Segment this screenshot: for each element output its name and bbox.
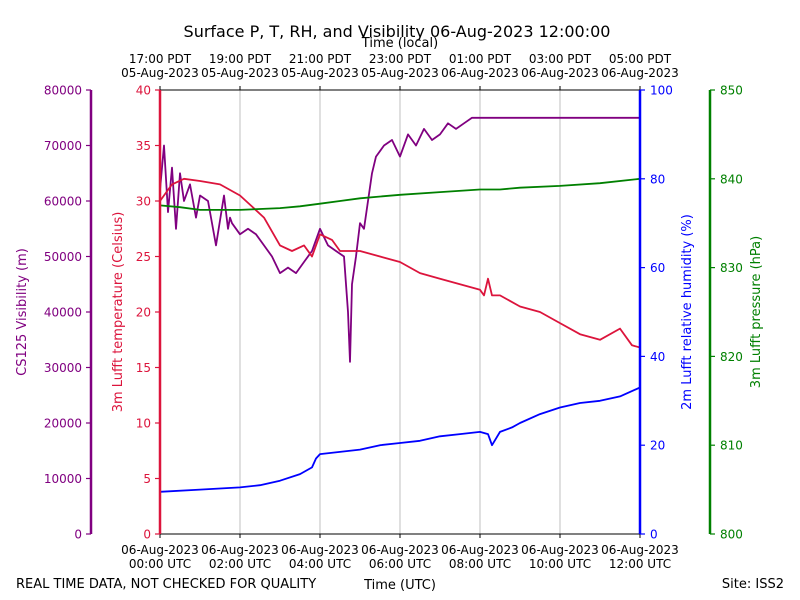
top-tick-date: 05-Aug-2023 xyxy=(201,66,279,80)
top-tick-label: 21:00 PDT xyxy=(289,52,352,66)
top-tick-date: 05-Aug-2023 xyxy=(361,66,439,80)
top-tick-date: 06-Aug-2023 xyxy=(601,66,679,80)
y-tick-label: 0 xyxy=(143,528,151,542)
y-tick-label: 40000 xyxy=(44,306,82,320)
y-tick-label: 35 xyxy=(136,139,151,153)
bottom-tick-date: 06-Aug-2023 xyxy=(201,543,279,557)
top-tick-label: 19:00 PDT xyxy=(209,52,272,66)
top-tick-date: 06-Aug-2023 xyxy=(441,66,519,80)
series-line-vis xyxy=(159,116,640,363)
bottom-tick-date: 06-Aug-2023 xyxy=(281,543,359,557)
series-lines xyxy=(159,116,641,493)
y-tick-label: 70000 xyxy=(44,139,82,153)
y-axis-label: 3m Lufft temperature (Celsius) xyxy=(111,212,126,413)
top-tick-label: 01:00 PDT xyxy=(449,52,512,66)
footer-warning: REAL TIME DATA, NOT CHECKED FOR QUALITY xyxy=(16,577,316,592)
y-tick-label: 20 xyxy=(650,439,665,453)
y-axis-temp: 0 5 10 15 20 25 30 35 40 3m Lufft temperature (Ce… xyxy=(111,84,162,542)
bottom-tick-date: 06-Aug-2023 xyxy=(601,543,679,557)
y-tick-label: 40 xyxy=(136,84,151,98)
y-tick-label: 80000 xyxy=(44,84,82,98)
bottom-tick-date: 06-Aug-2023 xyxy=(121,543,199,557)
bottom-tick-label: 00:00 UTC xyxy=(129,557,191,571)
y-tick-label: 25 xyxy=(136,250,151,264)
y-tick-label: 60000 xyxy=(44,195,82,209)
bottom-tick-date: 06-Aug-2023 xyxy=(361,543,439,557)
bottom-tick-label: 08:00 UTC xyxy=(449,557,511,571)
y-tick-label: 0 xyxy=(650,528,658,542)
y-tick-label: 830 xyxy=(720,261,743,275)
y-tick-label: 60 xyxy=(650,261,665,275)
y-tick-label: 5 xyxy=(143,472,151,486)
y-tick-label: 800 xyxy=(720,528,743,542)
series-line-pres xyxy=(159,177,641,211)
footer-site: Site: ISS2 xyxy=(722,577,784,592)
y-axis-label: 3m Lufft pressure (hPa) xyxy=(749,236,764,388)
y-tick-label: 850 xyxy=(720,84,743,98)
y-tick-label: 30000 xyxy=(44,361,82,375)
y-tick-label: 810 xyxy=(720,439,743,453)
y-tick-label: 0 xyxy=(74,528,82,542)
bottom-tick-label: 02:00 UTC xyxy=(209,557,271,571)
y-tick-label: 10 xyxy=(136,417,151,431)
y-tick-label: 30 xyxy=(136,195,151,209)
y-tick-label: 15 xyxy=(136,361,151,375)
y-axis-label: CS125 Visibility (m) xyxy=(15,248,30,376)
y-tick-label: 20 xyxy=(136,306,151,320)
top-tick-date: 05-Aug-2023 xyxy=(121,66,199,80)
series-line-temp xyxy=(159,177,641,349)
top-tick-label: 17:00 PDT xyxy=(129,52,192,66)
y-tick-label: 840 xyxy=(720,172,743,186)
bottom-tick-date: 06-Aug-2023 xyxy=(521,543,599,557)
top-axis-label: Time (local) xyxy=(361,36,438,51)
top-tick-label: 23:00 PDT xyxy=(369,52,432,66)
y-tick-label: 20000 xyxy=(44,417,82,431)
bottom-tick-label: 10:00 UTC xyxy=(529,557,591,571)
series-line-rh xyxy=(159,386,641,493)
y-axes: 0100002000030000400005000060000700008000… xyxy=(15,84,764,542)
y-axis-pres: 800 810 820 830 840 850 3m Lufft pressure (hPa… xyxy=(708,84,764,542)
y-tick-label: 80 xyxy=(650,172,665,186)
bottom-tick-label: 12:00 UTC xyxy=(609,557,671,571)
x-axis-label: Time (UTC) xyxy=(363,578,436,593)
chart-title: Surface P, T, RH, and Visibility 06-Aug-… xyxy=(184,22,611,41)
y-tick-label: 820 xyxy=(720,350,743,364)
top-tick-label: 03:00 PDT xyxy=(529,52,592,66)
top-tick-label: 05:00 PDT xyxy=(609,52,672,66)
y-axis-rh: 0 20 40 60 80 100 2m Lufft relative humidity (… xyxy=(638,84,695,542)
y-tick-label: 50000 xyxy=(44,250,82,264)
bottom-tick-label: 04:00 UTC xyxy=(289,557,351,571)
y-tick-label: 100 xyxy=(650,84,673,98)
y-axis-label: 2m Lufft relative humidity (%) xyxy=(680,214,695,410)
y-tick-label: 10000 xyxy=(44,472,82,486)
top-tick-date: 06-Aug-2023 xyxy=(521,66,599,80)
bottom-tick-date: 06-Aug-2023 xyxy=(441,543,519,557)
y-tick-label: 40 xyxy=(650,350,665,364)
bottom-tick-label: 06:00 UTC xyxy=(369,557,431,571)
y-axis-vis: 0 10000 20000 30000 40000 50000 60000 70000 8000… xyxy=(15,84,93,542)
top-tick-date: 05-Aug-2023 xyxy=(281,66,359,80)
